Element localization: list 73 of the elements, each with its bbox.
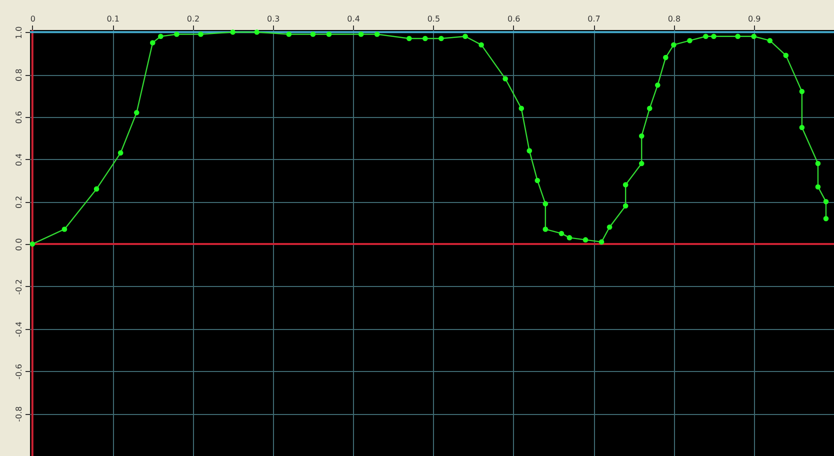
point — [150, 40, 156, 46]
point — [606, 224, 612, 230]
y-tick-label: 0.0 — [14, 238, 24, 251]
point — [799, 124, 805, 130]
point — [622, 182, 628, 188]
point — [646, 106, 652, 112]
y-tick-label: -0.8 — [14, 406, 24, 422]
point — [735, 34, 740, 39]
y-tick-label: 0.2 — [14, 196, 24, 209]
point — [174, 32, 180, 37]
x-tick-label: 0.8 — [668, 14, 681, 24]
x-tick-label: 0.1 — [106, 14, 120, 24]
y-tick-label: 0.8 — [14, 68, 24, 82]
point — [815, 184, 821, 190]
x-tick-label: 0.7 — [588, 14, 600, 24]
x-tick-label: 0.6 — [507, 14, 520, 24]
point — [526, 148, 532, 154]
point — [518, 106, 524, 112]
point — [438, 36, 444, 42]
point — [655, 82, 660, 88]
y-tick-label: 0.6 — [14, 111, 24, 124]
point — [118, 150, 124, 156]
point — [687, 38, 692, 44]
point — [310, 32, 316, 37]
point — [422, 36, 428, 42]
point — [703, 34, 708, 39]
point — [534, 178, 540, 184]
x-tick-label: 0.5 — [427, 14, 440, 24]
y-tick-label: -0.4 — [14, 322, 24, 338]
point — [358, 32, 364, 37]
point — [823, 216, 829, 222]
point — [478, 42, 484, 48]
point — [663, 54, 668, 60]
point — [622, 203, 628, 209]
point — [286, 32, 292, 37]
point — [638, 160, 644, 166]
point — [711, 34, 716, 39]
point — [94, 186, 100, 192]
point — [566, 235, 572, 240]
point — [823, 199, 829, 204]
x-tick-label: 0.3 — [267, 14, 280, 24]
point — [158, 34, 164, 39]
point — [326, 32, 332, 37]
x-tick-label: 0 — [30, 14, 36, 24]
y-tick-label: 0.4 — [14, 153, 24, 166]
point — [254, 29, 260, 35]
point — [198, 32, 204, 37]
point — [751, 34, 756, 39]
point — [230, 29, 236, 35]
point — [62, 226, 68, 232]
y-tick-label: -0.6 — [14, 364, 24, 380]
point — [542, 226, 548, 232]
point — [558, 230, 564, 236]
point — [502, 76, 508, 82]
x-tick-label: 0.4 — [347, 14, 360, 24]
point — [30, 241, 36, 247]
x-tick-label: 0.9 — [748, 14, 761, 24]
y-tick-label: -0.2 — [14, 279, 24, 295]
point — [406, 36, 412, 42]
point — [462, 34, 468, 39]
point — [767, 38, 773, 44]
point — [783, 52, 789, 58]
point — [582, 237, 588, 242]
point — [542, 201, 548, 206]
point — [638, 133, 644, 139]
y-tick-label: 1.0 — [14, 26, 24, 39]
point — [134, 110, 140, 116]
point — [815, 160, 821, 166]
x-tick-label: 0.2 — [186, 14, 200, 24]
point — [374, 32, 380, 37]
point — [671, 42, 676, 48]
point — [598, 239, 604, 245]
point — [799, 88, 805, 94]
